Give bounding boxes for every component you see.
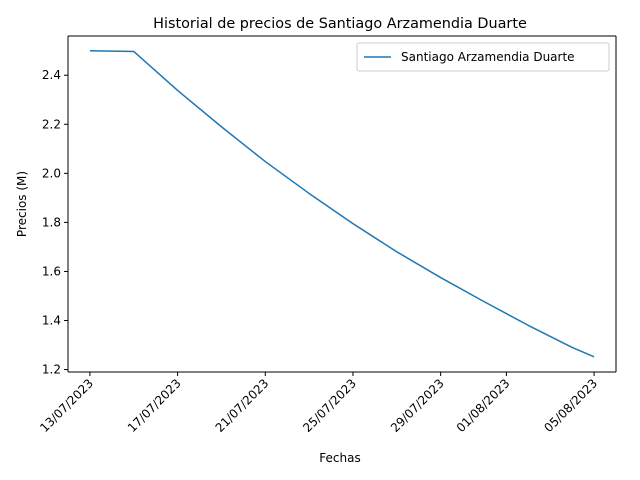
y-tick-label: 1.6 [42, 264, 61, 278]
y-axis-title: Precios (M) [15, 171, 29, 237]
y-axis-ticks: 1.2 1.4 1.6 1.8 2.0 2.2 2.4 [42, 68, 68, 377]
legend-box [356, 42, 610, 72]
plot-frame [67, 35, 617, 373]
y-tick-label: 2.2 [42, 117, 61, 131]
x-axis-title: Fechas [319, 451, 360, 465]
plot-area [68, 36, 616, 372]
y-tick-label: 1.8 [42, 215, 61, 229]
y-tick-label: 2.0 [42, 166, 61, 180]
chart-title: Historial de precios de Santiago Arzamen… [153, 16, 527, 32]
legend: Santiago Arzamendia Duarte [356, 42, 610, 72]
y-tick-label: 2.4 [42, 68, 61, 82]
series-line-0 [89, 49, 595, 358]
y-tick-label: 1.4 [42, 313, 61, 327]
y-tick-label: 1.2 [42, 363, 61, 377]
series-layer [89, 49, 595, 358]
legend-label: Santiago Arzamendia Duarte [401, 50, 575, 64]
